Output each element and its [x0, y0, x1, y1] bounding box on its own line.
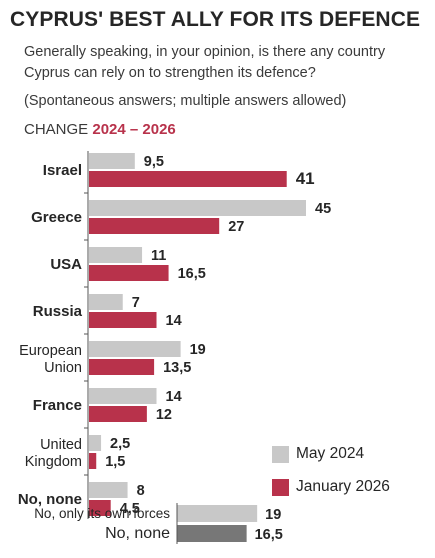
value-label-january-2026: 14 [166, 313, 182, 329]
value-label-january-2026: 12 [156, 407, 172, 423]
value-label-january-2026: 41 [296, 169, 315, 188]
change-years: 2024 – 2026 [92, 121, 176, 138]
extra-bar [177, 505, 258, 522]
category-label: No, none [18, 491, 82, 508]
bar-may-2024 [89, 482, 128, 498]
extra-row-value: 16,5 [255, 527, 283, 543]
bar-january-2026 [89, 312, 157, 328]
extra-row-label: No, only its own forces [34, 506, 170, 521]
value-label-may-2024: 19 [190, 342, 206, 358]
chart-question: Generally speaking, in your opinion, is … [24, 44, 386, 81]
legend-label-january-2026: January 2026 [296, 478, 390, 495]
bar-may-2024 [89, 153, 135, 169]
value-label-may-2024: 14 [166, 389, 182, 405]
value-label-may-2024: 2,5 [110, 436, 130, 452]
bar-may-2024 [89, 200, 306, 216]
legend-swatch-january-2026 [272, 479, 289, 496]
extra-bar [177, 525, 247, 542]
value-label-may-2024: 11 [151, 248, 166, 264]
value-label-may-2024: 7 [132, 295, 140, 311]
value-label-january-2026: 4,5 [120, 501, 140, 517]
bar-may-2024 [89, 247, 143, 263]
change-prefix: CHANGE [24, 121, 89, 138]
bar-may-2024 [89, 388, 157, 404]
bar-january-2026 [89, 218, 220, 234]
value-label-may-2024: 9,5 [144, 154, 164, 170]
chart-note: (Spontaneous answers; multiple answers a… [24, 93, 347, 109]
value-label-january-2026: 13,5 [163, 360, 191, 376]
category-label: European Union [19, 343, 82, 376]
category-label-line: European [19, 343, 82, 359]
category-label-line: United [40, 437, 82, 453]
bar-may-2024 [89, 294, 123, 310]
value-label-january-2026: 1,5 [105, 454, 125, 470]
bar-january-2026 [89, 453, 97, 469]
change-label: CHANGE 2024 – 2026 [24, 121, 176, 138]
bar-january-2026 [89, 171, 287, 187]
extra-row-label: No, none [105, 525, 170, 542]
bar-january-2026 [89, 406, 147, 422]
bar-may-2024 [89, 341, 181, 357]
legend-swatch-may-2024 [272, 446, 289, 463]
extra-row-value: 19 [265, 507, 281, 523]
bar-january-2026 [89, 265, 169, 281]
value-label-may-2024: 8 [137, 483, 145, 499]
category-label: Greece [31, 209, 82, 226]
category-label-line: Kingdom [25, 454, 82, 470]
value-label-january-2026: 27 [228, 219, 244, 235]
category-label: USA [50, 256, 82, 273]
value-label-january-2026: 16,5 [178, 266, 206, 282]
category-label: United Kingdom [25, 437, 82, 470]
category-label: Russia [33, 303, 83, 320]
value-label-may-2024: 45 [315, 201, 331, 217]
bar-january-2026 [89, 359, 155, 375]
category-label: France [33, 397, 82, 414]
bar-january-2026 [89, 500, 111, 516]
category-label-line: Union [44, 360, 82, 376]
category-label: Israel [43, 162, 82, 179]
bar-may-2024 [89, 435, 102, 451]
chart-title: CYPRUS' BEST ALLY FOR ITS DEFENCE [10, 8, 421, 31]
legend-label-may-2024: May 2024 [296, 445, 365, 462]
